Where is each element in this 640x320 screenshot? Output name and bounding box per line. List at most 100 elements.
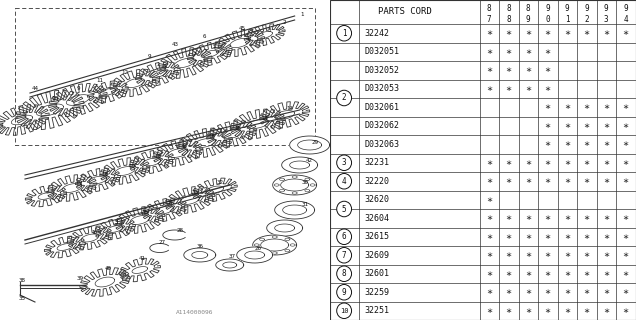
Text: ∗: ∗ bbox=[564, 121, 570, 131]
Text: 3: 3 bbox=[342, 158, 346, 167]
Text: ∗: ∗ bbox=[623, 287, 629, 297]
Text: 1: 1 bbox=[342, 29, 346, 38]
Text: 28: 28 bbox=[176, 228, 183, 233]
Text: ∗: ∗ bbox=[623, 121, 629, 131]
Text: 5: 5 bbox=[213, 44, 216, 49]
Circle shape bbox=[337, 266, 351, 282]
Text: 9: 9 bbox=[342, 288, 346, 297]
Text: 32609: 32609 bbox=[364, 251, 389, 260]
Text: ∗: ∗ bbox=[603, 28, 609, 38]
Text: ∗: ∗ bbox=[584, 232, 590, 242]
Text: 1: 1 bbox=[300, 12, 303, 17]
Circle shape bbox=[337, 173, 351, 189]
Text: 32: 32 bbox=[216, 180, 223, 185]
Text: 34: 34 bbox=[166, 199, 173, 204]
Text: 9: 9 bbox=[623, 4, 628, 13]
Text: 29: 29 bbox=[311, 140, 318, 145]
Text: 32259: 32259 bbox=[364, 288, 389, 297]
Polygon shape bbox=[184, 248, 216, 262]
Text: ∗: ∗ bbox=[506, 213, 512, 223]
Text: A114000096: A114000096 bbox=[176, 310, 214, 315]
Text: 32242: 32242 bbox=[364, 29, 389, 38]
Text: D032053: D032053 bbox=[364, 84, 399, 93]
Text: 6: 6 bbox=[203, 35, 207, 39]
Text: ∗: ∗ bbox=[623, 213, 629, 223]
Text: 14: 14 bbox=[261, 116, 268, 121]
Text: ∗: ∗ bbox=[584, 102, 590, 112]
Polygon shape bbox=[273, 175, 317, 195]
Text: 6: 6 bbox=[342, 232, 346, 241]
Text: ∗: ∗ bbox=[486, 195, 492, 205]
Text: ∗: ∗ bbox=[564, 232, 570, 242]
Text: ∗: ∗ bbox=[545, 28, 551, 38]
Text: ∗: ∗ bbox=[603, 306, 609, 316]
Text: ∗: ∗ bbox=[545, 176, 551, 186]
Polygon shape bbox=[282, 157, 317, 173]
Text: ∗: ∗ bbox=[564, 158, 570, 168]
Text: ∗: ∗ bbox=[584, 158, 590, 168]
Text: ∗: ∗ bbox=[506, 176, 512, 186]
Text: ∗: ∗ bbox=[623, 158, 629, 168]
Text: ∗: ∗ bbox=[584, 306, 590, 316]
Circle shape bbox=[337, 247, 351, 263]
Text: ∗: ∗ bbox=[564, 102, 570, 112]
Text: 3.5: 3.5 bbox=[115, 220, 125, 225]
Text: 0: 0 bbox=[545, 14, 550, 24]
Text: 36: 36 bbox=[196, 244, 204, 250]
Polygon shape bbox=[267, 220, 303, 236]
Polygon shape bbox=[275, 201, 315, 219]
Text: ∗: ∗ bbox=[486, 250, 492, 260]
Text: ∗: ∗ bbox=[623, 139, 629, 149]
Text: 31: 31 bbox=[301, 203, 308, 207]
Text: ∗: ∗ bbox=[506, 287, 512, 297]
Text: 9: 9 bbox=[76, 85, 79, 91]
Text: ∗: ∗ bbox=[545, 306, 551, 316]
Text: 32604: 32604 bbox=[364, 214, 389, 223]
Text: ∗: ∗ bbox=[545, 269, 551, 279]
Text: ∗: ∗ bbox=[486, 213, 492, 223]
Text: 9: 9 bbox=[545, 4, 550, 13]
Circle shape bbox=[337, 303, 351, 318]
Text: 2: 2 bbox=[584, 14, 589, 24]
Text: 8: 8 bbox=[506, 4, 511, 13]
Circle shape bbox=[337, 155, 351, 171]
Text: 12: 12 bbox=[122, 69, 129, 75]
Text: ∗: ∗ bbox=[545, 232, 551, 242]
Text: 7: 7 bbox=[193, 52, 196, 58]
Text: 41: 41 bbox=[138, 255, 145, 260]
Text: 39: 39 bbox=[76, 276, 83, 281]
Text: 5: 5 bbox=[342, 204, 346, 213]
Text: ∗: ∗ bbox=[545, 47, 551, 57]
Text: ∗: ∗ bbox=[486, 65, 492, 75]
Text: 8: 8 bbox=[487, 4, 492, 13]
Text: ∗: ∗ bbox=[603, 250, 609, 260]
Text: ∗: ∗ bbox=[603, 269, 609, 279]
Text: ∗: ∗ bbox=[545, 213, 551, 223]
Text: 35: 35 bbox=[19, 295, 26, 300]
Text: ∗: ∗ bbox=[506, 232, 512, 242]
Text: ∗: ∗ bbox=[584, 213, 590, 223]
Text: ∗: ∗ bbox=[545, 65, 551, 75]
Text: 17: 17 bbox=[76, 181, 83, 187]
Text: 9: 9 bbox=[584, 4, 589, 13]
Text: 15: 15 bbox=[234, 125, 241, 131]
Text: 16: 16 bbox=[208, 134, 215, 140]
Text: ∗: ∗ bbox=[525, 28, 531, 38]
Circle shape bbox=[337, 284, 351, 300]
Text: ∗: ∗ bbox=[603, 121, 609, 131]
Text: 1: 1 bbox=[565, 14, 570, 24]
Text: 3: 3 bbox=[604, 14, 609, 24]
Circle shape bbox=[337, 90, 351, 106]
Text: ∗: ∗ bbox=[564, 306, 570, 316]
Text: 8: 8 bbox=[506, 14, 511, 24]
Text: ∗: ∗ bbox=[525, 269, 531, 279]
Text: ∗: ∗ bbox=[623, 102, 629, 112]
Text: 2: 2 bbox=[342, 93, 346, 102]
Text: ∗: ∗ bbox=[525, 250, 531, 260]
Text: ∗: ∗ bbox=[623, 306, 629, 316]
Circle shape bbox=[337, 26, 351, 41]
Text: 32601: 32601 bbox=[364, 269, 389, 278]
Text: ∗: ∗ bbox=[486, 28, 492, 38]
Text: ∗: ∗ bbox=[623, 232, 629, 242]
Text: ∗: ∗ bbox=[623, 176, 629, 186]
